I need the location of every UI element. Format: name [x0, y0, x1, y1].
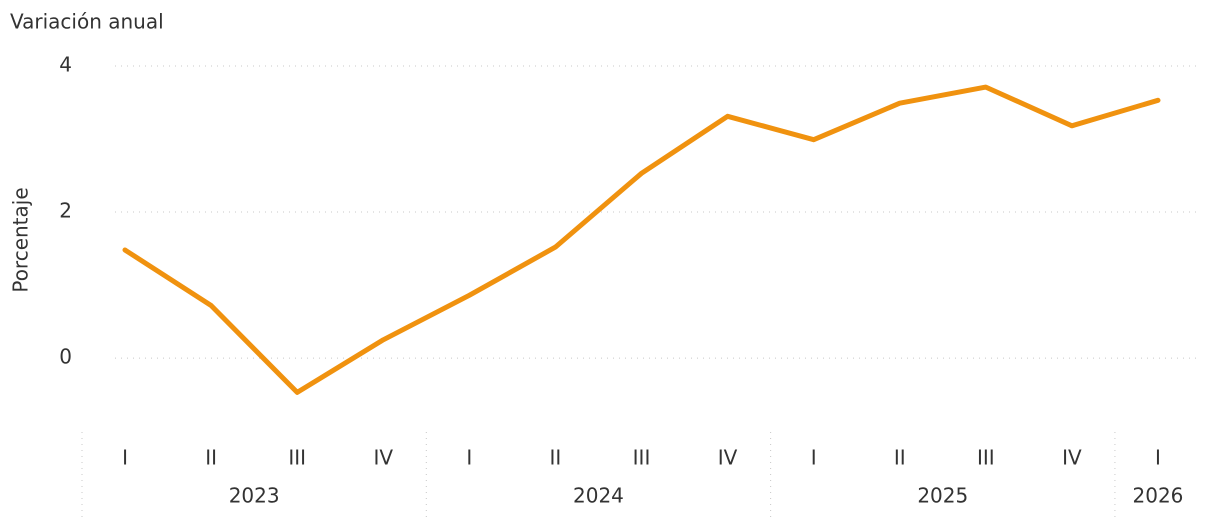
x-group-label: 2024 — [573, 484, 624, 508]
x-tick-label: II — [205, 446, 217, 470]
x-tick-label: I — [466, 446, 472, 470]
x-tick-label: II — [894, 446, 906, 470]
x-tick-label: III — [977, 446, 995, 470]
y-axis-label: Porcentaje — [9, 187, 33, 292]
x-tick-label: I — [1155, 446, 1161, 470]
x-group-label: 2023 — [229, 484, 280, 508]
x-tick-label: III — [633, 446, 651, 470]
chart-title: Variación anual — [10, 10, 164, 34]
x-tick-label: I — [122, 446, 128, 470]
data-line — [122, 84, 1161, 395]
x-tick-label: IV — [1062, 446, 1082, 470]
x-tick-label: IV — [373, 446, 393, 470]
y-tick-label: 4 — [59, 52, 72, 76]
x-group-label: 2025 — [917, 484, 968, 508]
x-tick-label: IV — [718, 446, 738, 470]
y-tick-label: 0 — [59, 345, 72, 369]
x-tick-label: II — [550, 446, 562, 470]
x-group-label: 2026 — [1133, 484, 1184, 508]
x-tick-label: III — [288, 446, 306, 470]
x-tick-label: I — [811, 446, 817, 470]
y-tick-label: 2 — [59, 199, 72, 223]
